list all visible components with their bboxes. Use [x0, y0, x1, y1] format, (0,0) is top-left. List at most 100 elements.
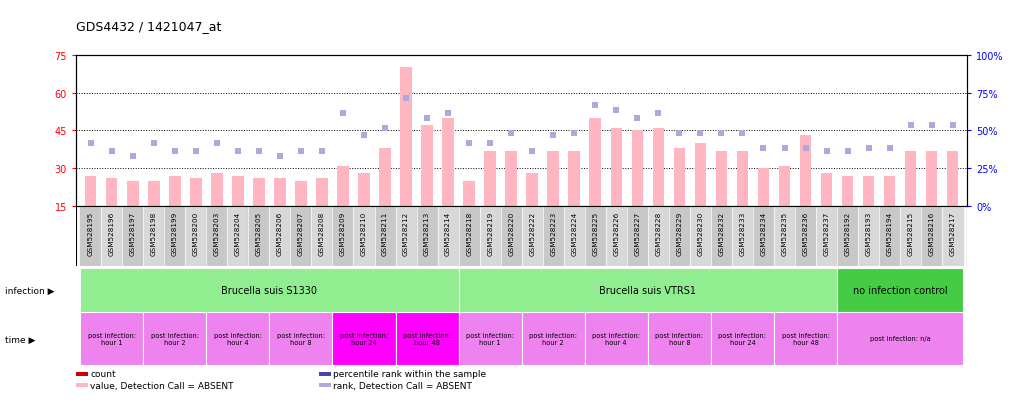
Text: infection ▶: infection ▶ — [5, 287, 55, 296]
Text: GSM528197: GSM528197 — [130, 211, 136, 255]
Text: GSM528224: GSM528224 — [571, 211, 577, 255]
Bar — [207, 312, 269, 366]
Text: GSM528222: GSM528222 — [529, 211, 535, 255]
Text: GSM528203: GSM528203 — [214, 211, 220, 255]
Bar — [232, 176, 244, 206]
Text: post infection:
hour 24: post infection: hour 24 — [718, 332, 767, 345]
Bar — [337, 166, 348, 206]
Bar — [926, 151, 937, 206]
Text: GSM528237: GSM528237 — [824, 211, 830, 255]
Bar — [585, 206, 606, 266]
Bar — [690, 206, 711, 266]
Bar — [354, 206, 375, 266]
Text: GSM528195: GSM528195 — [88, 211, 93, 255]
Bar — [674, 149, 685, 206]
Bar — [816, 206, 837, 266]
Bar — [883, 176, 895, 206]
Text: GSM528207: GSM528207 — [298, 211, 304, 255]
Text: post infection:
hour 48: post infection: hour 48 — [781, 332, 830, 345]
Bar — [799, 136, 811, 206]
Text: post infection:
hour 48: post infection: hour 48 — [403, 332, 451, 345]
Bar — [711, 312, 774, 366]
Bar — [648, 312, 711, 366]
Text: GSM528192: GSM528192 — [845, 211, 851, 255]
Text: time ▶: time ▶ — [5, 335, 35, 344]
Text: GSM528217: GSM528217 — [950, 211, 955, 255]
Text: GSM528236: GSM528236 — [802, 211, 808, 255]
Bar — [858, 206, 879, 266]
Bar — [416, 206, 438, 266]
Text: post infection:
hour 1: post infection: hour 1 — [466, 332, 515, 345]
Text: GSM528225: GSM528225 — [593, 211, 599, 255]
Bar — [332, 312, 395, 366]
Bar — [459, 206, 479, 266]
Text: GSM528218: GSM528218 — [466, 211, 472, 255]
Bar — [101, 206, 123, 266]
Bar — [837, 268, 963, 312]
Text: GSM528223: GSM528223 — [550, 211, 556, 255]
Bar — [207, 206, 227, 266]
Bar — [127, 181, 139, 206]
Bar — [106, 179, 118, 206]
Text: GSM528215: GSM528215 — [908, 211, 914, 255]
Bar — [905, 151, 917, 206]
Bar — [459, 268, 837, 312]
Bar — [190, 179, 202, 206]
Bar — [711, 206, 732, 266]
Text: post infection:
hour 1: post infection: hour 1 — [88, 332, 136, 345]
Bar — [522, 206, 543, 266]
Text: GSM528234: GSM528234 — [761, 211, 767, 255]
Bar — [795, 206, 816, 266]
Bar — [227, 206, 248, 266]
Bar — [500, 206, 522, 266]
Text: GSM528198: GSM528198 — [151, 211, 157, 255]
Text: GSM528229: GSM528229 — [677, 211, 683, 255]
Text: GSM528235: GSM528235 — [781, 211, 787, 255]
Text: GSM528228: GSM528228 — [655, 211, 661, 255]
Text: Brucella suis VTRS1: Brucella suis VTRS1 — [600, 285, 696, 295]
Text: GSM528208: GSM528208 — [319, 211, 325, 255]
Text: Brucella suis S1330: Brucella suis S1330 — [222, 285, 317, 295]
Bar — [253, 179, 264, 206]
Bar — [85, 176, 96, 206]
Bar — [947, 151, 958, 206]
Bar — [359, 174, 370, 206]
Bar — [585, 312, 648, 366]
Text: count: count — [90, 369, 115, 378]
Bar — [164, 206, 185, 266]
Bar — [732, 206, 753, 266]
Bar — [942, 206, 963, 266]
Bar — [275, 179, 286, 206]
Text: GSM528200: GSM528200 — [192, 211, 199, 255]
Text: GSM528232: GSM528232 — [718, 211, 724, 255]
Bar — [837, 206, 858, 266]
Text: GSM528209: GSM528209 — [340, 211, 346, 255]
Bar — [211, 174, 223, 206]
Bar — [395, 206, 416, 266]
Bar — [774, 206, 795, 266]
Bar — [568, 151, 580, 206]
Bar — [400, 68, 412, 206]
Bar — [821, 174, 833, 206]
Text: GSM528194: GSM528194 — [886, 211, 892, 255]
Text: GSM528205: GSM528205 — [256, 211, 262, 255]
Text: percentile rank within the sample: percentile rank within the sample — [333, 369, 486, 378]
Bar — [879, 206, 901, 266]
Bar — [753, 206, 774, 266]
Text: post infection:
hour 8: post infection: hour 8 — [655, 332, 703, 345]
Bar — [842, 176, 853, 206]
Bar — [379, 149, 391, 206]
Bar — [479, 206, 500, 266]
Bar — [291, 206, 311, 266]
Bar — [543, 206, 564, 266]
Bar — [715, 151, 727, 206]
Bar — [522, 312, 585, 366]
Text: GSM528196: GSM528196 — [108, 211, 114, 255]
Text: GSM528211: GSM528211 — [382, 211, 388, 255]
Text: GSM528219: GSM528219 — [487, 211, 493, 255]
Bar — [631, 131, 643, 206]
Bar — [438, 206, 459, 266]
Bar — [316, 179, 328, 206]
Text: post infection:
hour 2: post infection: hour 2 — [529, 332, 577, 345]
Bar — [80, 268, 459, 312]
